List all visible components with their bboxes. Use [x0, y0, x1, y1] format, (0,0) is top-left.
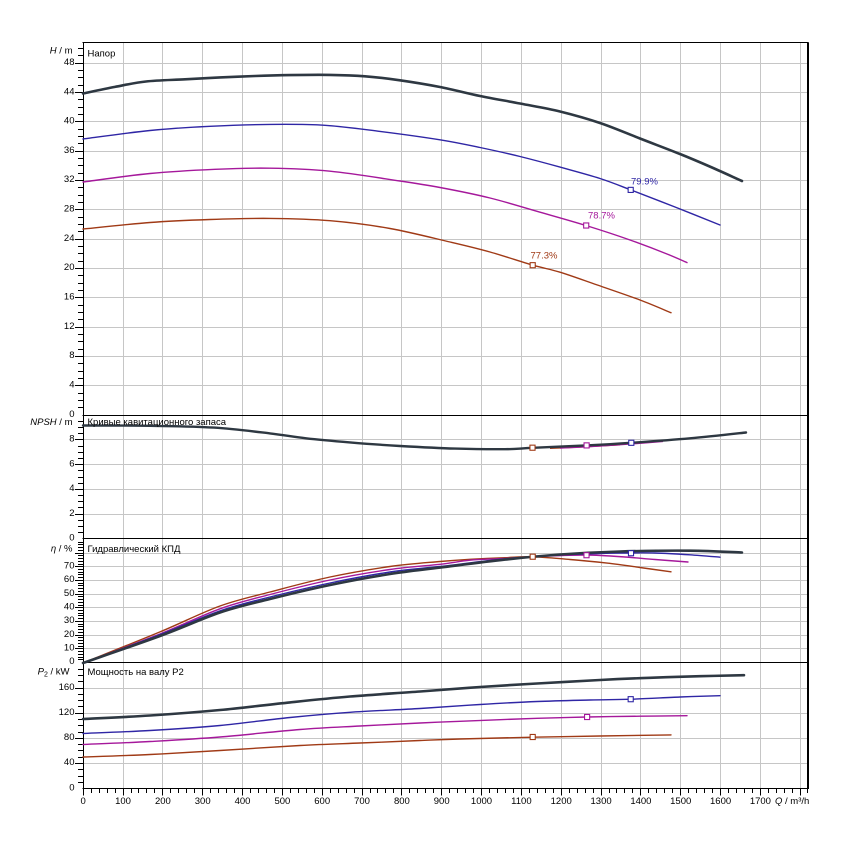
svg-text:Кривые кавитационного запаса: Кривые кавитационного запаса: [88, 417, 227, 428]
svg-text:Напор: Напор: [88, 49, 116, 60]
svg-text:40: 40: [64, 116, 75, 127]
svg-text:120: 120: [59, 707, 75, 718]
svg-text:Мощность на валу P2: Мощность на валу P2: [88, 667, 184, 678]
svg-text:1200: 1200: [551, 796, 572, 807]
svg-text:44: 44: [64, 86, 75, 97]
svg-text:300: 300: [195, 796, 211, 807]
svg-text:24: 24: [64, 233, 75, 244]
svg-text:20: 20: [64, 262, 75, 273]
svg-text:12: 12: [64, 321, 75, 332]
svg-text:0: 0: [69, 782, 74, 793]
svg-text:1600: 1600: [710, 796, 731, 807]
svg-text:600: 600: [314, 796, 330, 807]
svg-text:900: 900: [434, 796, 450, 807]
svg-text:200: 200: [155, 796, 171, 807]
svg-text:78.7%: 78.7%: [588, 211, 615, 222]
svg-text:η / %: η / %: [51, 544, 73, 555]
svg-text:1100: 1100: [511, 796, 531, 807]
svg-text:160: 160: [59, 682, 75, 693]
svg-text:50: 50: [64, 588, 75, 599]
svg-text:48: 48: [64, 57, 75, 68]
svg-text:H / m: H / m: [50, 46, 73, 57]
svg-text:77.3%: 77.3%: [531, 250, 558, 261]
svg-text:1700: 1700: [750, 796, 771, 807]
svg-text:80: 80: [64, 732, 75, 743]
svg-text:6: 6: [69, 458, 74, 469]
svg-text:32: 32: [64, 174, 75, 185]
svg-text:79.9%: 79.9%: [631, 177, 658, 188]
svg-text:Q / m³/h: Q / m³/h: [775, 796, 809, 807]
svg-text:700: 700: [354, 796, 370, 807]
svg-text:4: 4: [69, 379, 74, 390]
svg-text:20: 20: [64, 629, 75, 640]
svg-text:40: 40: [64, 757, 75, 768]
svg-text:400: 400: [235, 796, 251, 807]
svg-text:30: 30: [64, 615, 75, 626]
svg-text:1500: 1500: [670, 796, 691, 807]
svg-text:70: 70: [64, 561, 75, 572]
svg-text:60: 60: [64, 574, 75, 585]
svg-text:0: 0: [69, 409, 74, 420]
svg-text:1400: 1400: [630, 796, 651, 807]
svg-text:28: 28: [64, 204, 75, 215]
svg-text:0: 0: [81, 796, 86, 807]
svg-text:10: 10: [64, 643, 75, 654]
svg-text:2: 2: [69, 508, 74, 519]
svg-text:8: 8: [69, 434, 74, 445]
svg-text:500: 500: [274, 796, 290, 807]
svg-text:0: 0: [69, 656, 74, 667]
svg-text:8: 8: [69, 350, 74, 361]
svg-text:100: 100: [115, 796, 131, 807]
svg-text:36: 36: [64, 145, 75, 156]
svg-text:Гидравлический КПД: Гидравлический КПД: [88, 544, 181, 555]
svg-text:0: 0: [69, 533, 74, 544]
svg-text:800: 800: [394, 796, 410, 807]
svg-text:1000: 1000: [471, 796, 492, 807]
svg-text:4: 4: [69, 483, 74, 494]
svg-text:16: 16: [64, 292, 75, 303]
svg-text:P2 / kW: P2 / kW: [38, 667, 70, 679]
svg-text:40: 40: [64, 602, 75, 613]
svg-text:1300: 1300: [591, 796, 612, 807]
svg-text:NPSH / m: NPSH / m: [30, 417, 72, 428]
